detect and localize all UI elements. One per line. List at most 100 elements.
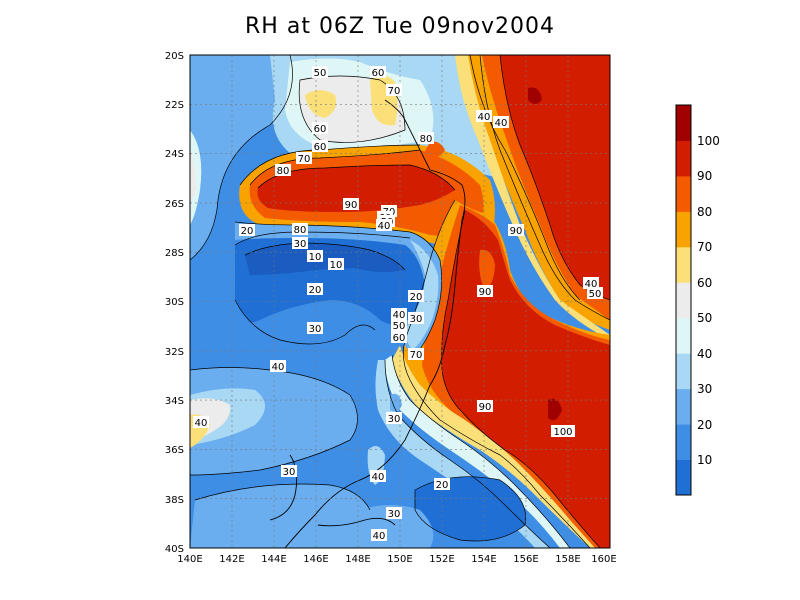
colorbar-label: 50: [697, 311, 712, 325]
colorbar-swatch: [676, 459, 691, 496]
colorbar-swatch: [676, 211, 691, 248]
y-tick: 20S: [165, 51, 184, 62]
x-tick: 150E: [387, 554, 412, 565]
contour-label: 90: [343, 198, 359, 211]
contour-label: 80: [292, 223, 308, 236]
contour-label: 50: [587, 287, 603, 300]
svg-text:30: 30: [309, 324, 322, 335]
colorbar-swatch: [676, 353, 691, 390]
y-tick: 28S: [165, 248, 184, 259]
contour-label: 100: [551, 425, 575, 438]
x-tick: 144E: [261, 554, 286, 565]
contour-label: 80: [275, 164, 291, 177]
x-tick: 160E: [591, 554, 616, 565]
svg-text:90: 90: [479, 402, 492, 413]
contour-label: 70: [386, 84, 402, 97]
colorbar-swatch: [676, 105, 691, 141]
svg-text:100: 100: [553, 427, 572, 438]
colorbar-label: 20: [697, 418, 712, 432]
svg-text:60: 60: [314, 142, 327, 153]
contour-label: 90: [477, 400, 493, 413]
svg-text:40: 40: [585, 279, 598, 290]
contour-label: 90: [508, 224, 524, 237]
y-tick: 24S: [165, 149, 184, 160]
colorbar-swatch: [676, 175, 691, 212]
svg-text:50: 50: [393, 321, 406, 332]
svg-text:10: 10: [309, 252, 322, 263]
colorbar-frame: [675, 104, 692, 496]
contour-field: [190, 55, 610, 548]
contour-label: 40: [476, 110, 492, 123]
x-tick: 154E: [471, 554, 496, 565]
map-title: RH at 06Z Tue 09nov2004: [245, 14, 555, 39]
svg-text:30: 30: [410, 314, 423, 325]
contour-label: 30: [386, 507, 402, 520]
svg-text:60: 60: [393, 333, 406, 344]
svg-text:40: 40: [195, 418, 208, 429]
y-tick: 36S: [165, 445, 184, 456]
colorbar-label: 90: [697, 169, 712, 183]
svg-text:40: 40: [372, 472, 385, 483]
contour-label: 30: [408, 312, 424, 325]
contour-label: 60: [370, 66, 386, 79]
svg-text:80: 80: [277, 166, 290, 177]
y-tick: 32S: [165, 347, 184, 358]
svg-text:40: 40: [393, 310, 406, 321]
contour-label: 10: [328, 258, 344, 271]
x-tick: 156E: [513, 554, 538, 565]
colorbar-swatch: [676, 282, 691, 319]
y-tick: 38S: [165, 495, 184, 506]
svg-text:90: 90: [510, 226, 523, 237]
y-tick: 22S: [165, 100, 184, 111]
contour-label: 90: [477, 285, 493, 298]
svg-text:70: 70: [298, 154, 311, 165]
colorbar-label: 70: [697, 240, 712, 254]
contour-label: 30: [281, 465, 297, 478]
y-tick: 40S: [165, 544, 184, 555]
x-tick: 158E: [555, 554, 580, 565]
contour-label: 40: [370, 470, 386, 483]
svg-text:30: 30: [294, 239, 307, 250]
contour-label: 60: [391, 331, 407, 344]
contour-label: 40: [493, 116, 509, 129]
x-tick: 148E: [345, 554, 370, 565]
svg-text:50: 50: [589, 289, 602, 300]
svg-text:40: 40: [378, 221, 391, 232]
svg-text:90: 90: [479, 287, 492, 298]
contour-label: 50: [391, 319, 407, 332]
contour-label: 50: [312, 66, 328, 79]
svg-text:40: 40: [373, 531, 386, 542]
y-axis: 20S 22S 24S 26S 28S 30S 32S 34S 36S 38S …: [165, 51, 184, 555]
contour-label: 40: [270, 360, 286, 373]
contour-label: 40: [391, 308, 407, 321]
contour-label: 70: [408, 348, 424, 361]
colorbar-swatch: [676, 388, 691, 425]
svg-text:90: 90: [345, 200, 358, 211]
colorbar-swatch: [676, 140, 691, 177]
x-tick: 142E: [219, 554, 244, 565]
contour-label: 40: [371, 529, 387, 542]
contour-label: 30: [292, 237, 308, 250]
svg-text:60: 60: [314, 124, 327, 135]
svg-text:70: 70: [410, 350, 423, 361]
x-tick: 146E: [303, 554, 328, 565]
svg-text:30: 30: [283, 467, 296, 478]
colorbar: 10 20 30 40 50 60 70 80 90 100: [675, 104, 720, 496]
contour-label: 80: [418, 132, 434, 145]
svg-text:80: 80: [294, 225, 307, 236]
svg-text:20: 20: [241, 226, 254, 237]
colorbar-swatch: [676, 424, 691, 461]
y-tick: 34S: [165, 396, 184, 407]
contour-label: 20: [408, 290, 424, 303]
colorbar-label: 30: [697, 382, 712, 396]
colorbar-label: 80: [697, 205, 712, 219]
svg-text:60: 60: [372, 68, 385, 79]
svg-text:70: 70: [388, 86, 401, 97]
contour-label: 70: [296, 152, 312, 165]
svg-text:30: 30: [388, 414, 401, 425]
contour-label: 40: [583, 277, 599, 290]
colorbar-swatch: [676, 246, 691, 283]
svg-text:10: 10: [330, 260, 343, 271]
contour-label: 60: [312, 140, 328, 153]
